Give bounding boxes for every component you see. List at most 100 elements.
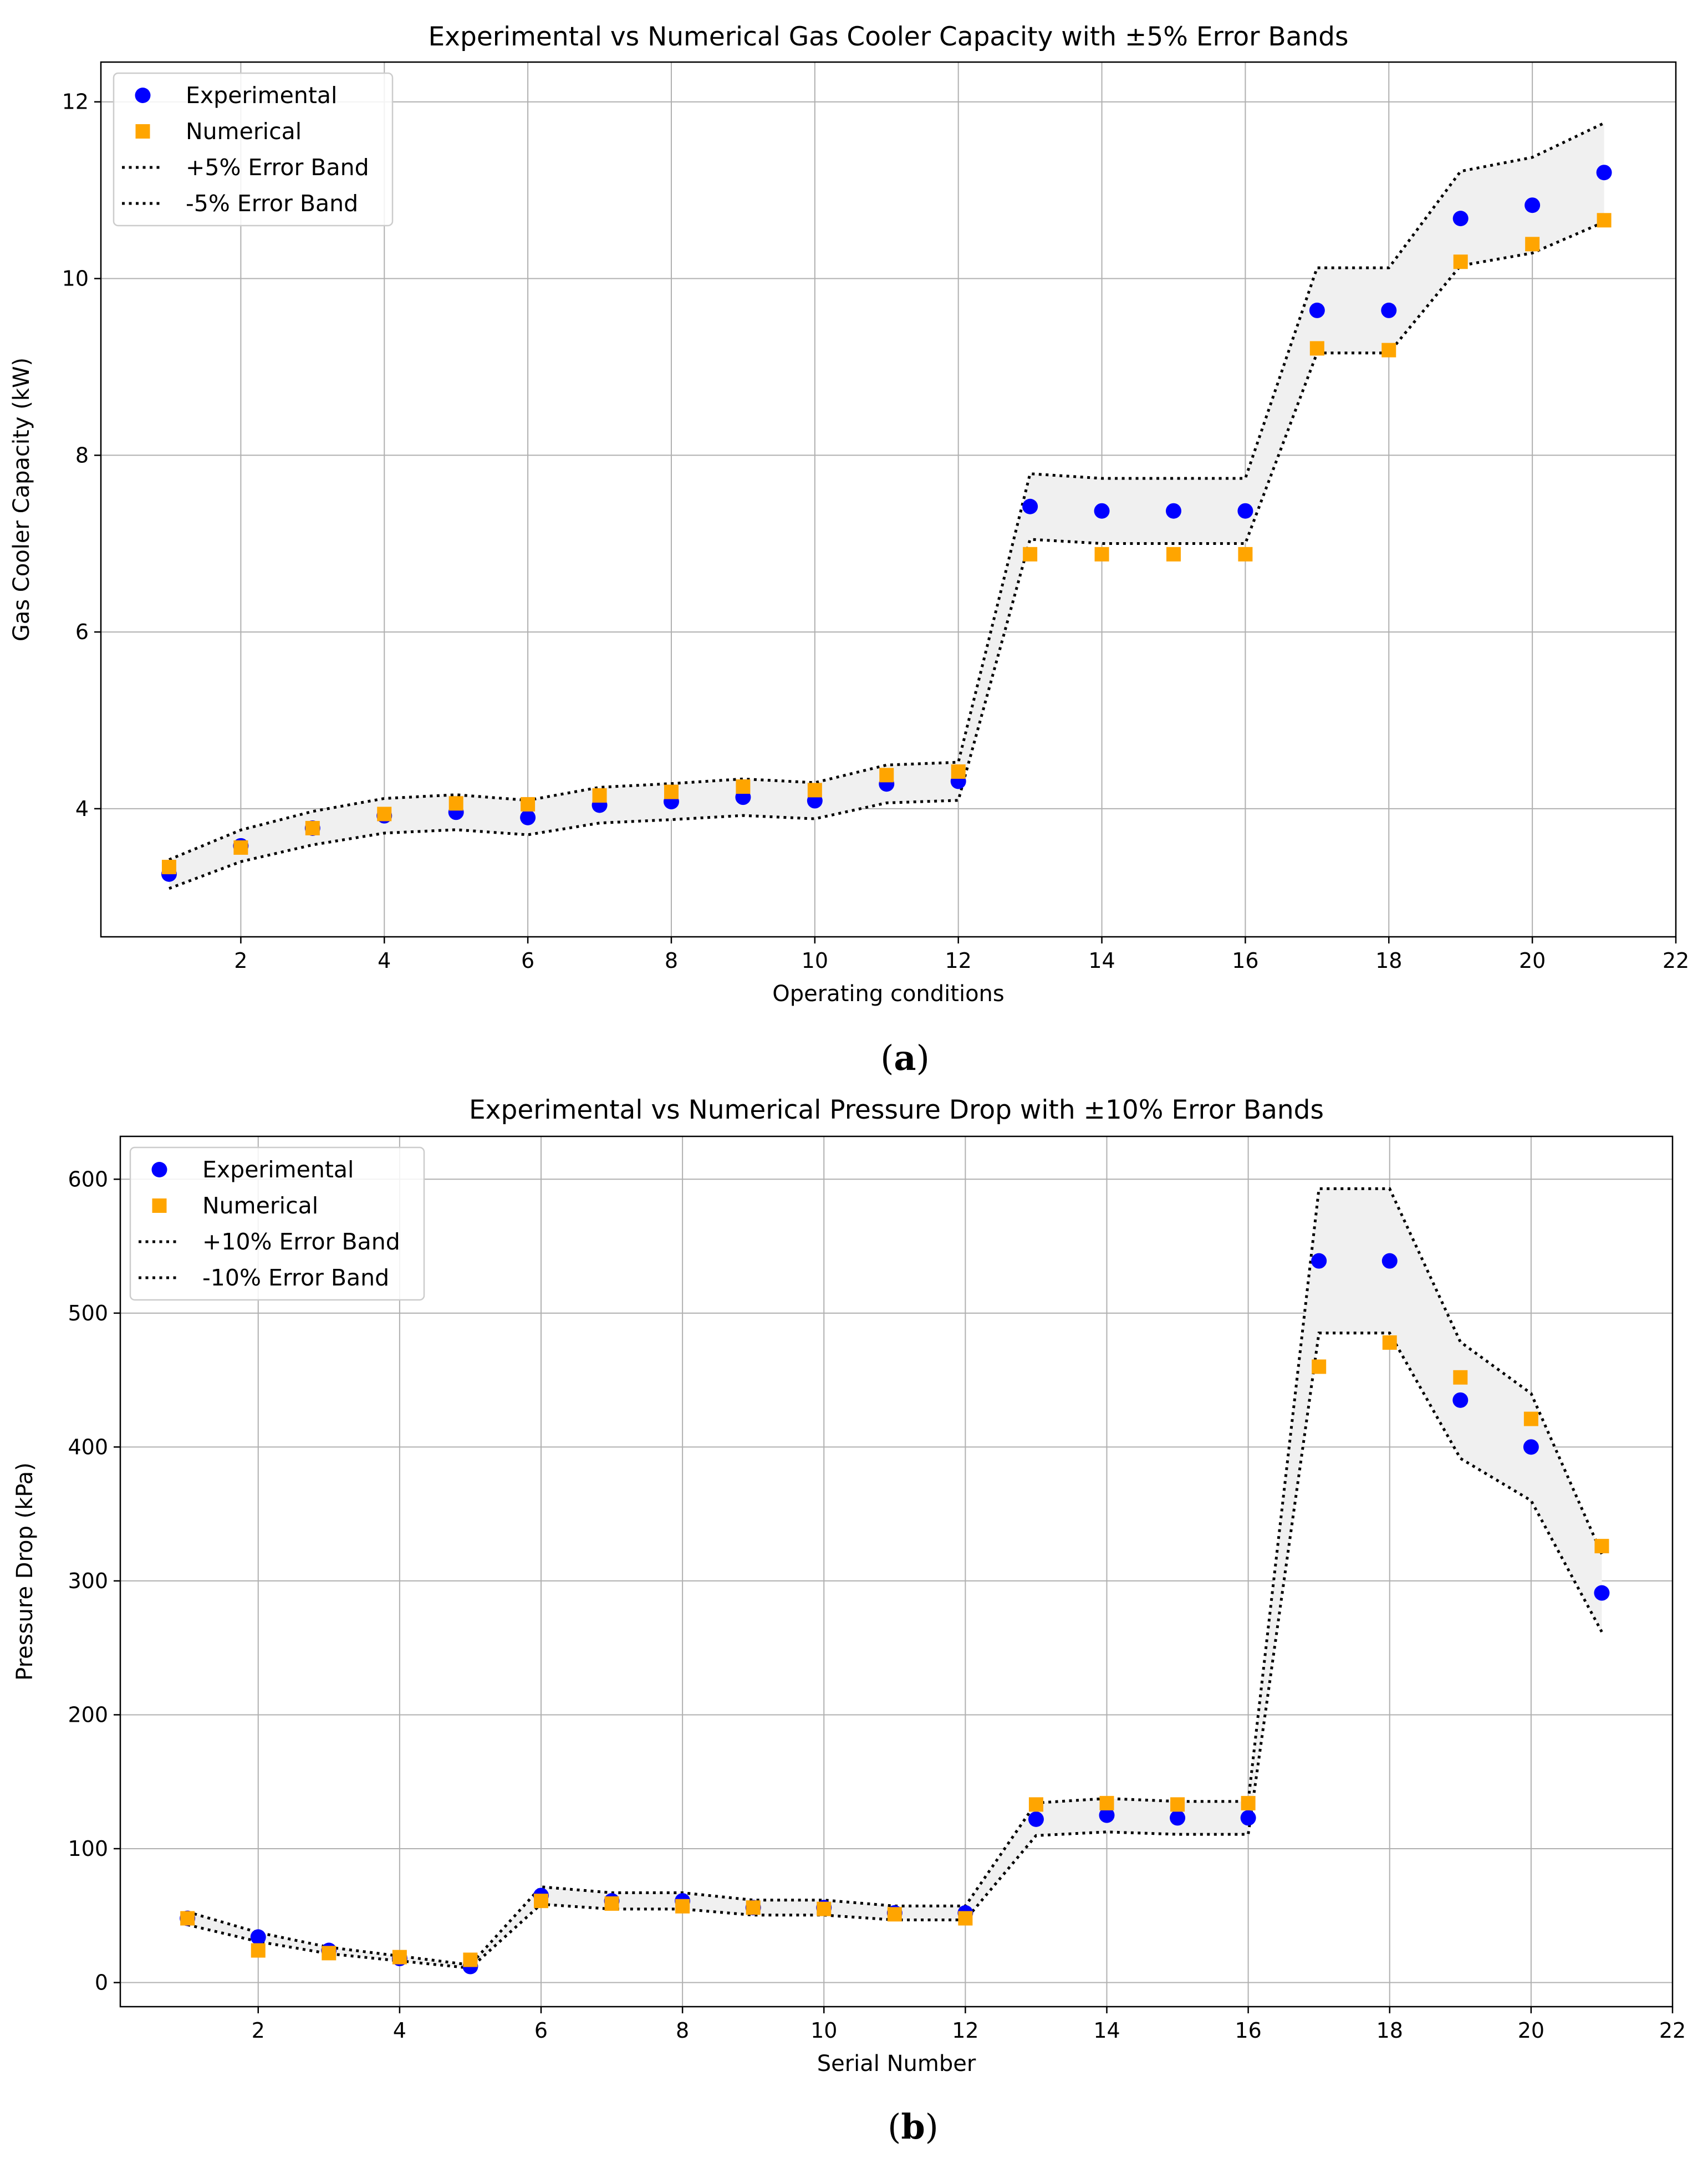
- panel-label: (b): [888, 2106, 939, 2147]
- numerical-point: [463, 1952, 478, 1967]
- x-tick-label: 12: [945, 948, 972, 973]
- legend-lower-band-label: -10% Error Band: [202, 1264, 389, 1291]
- numerical-point: [251, 1943, 266, 1958]
- numerical-point: [746, 1900, 761, 1915]
- experimental-point: [1165, 503, 1181, 519]
- numerical-point: [377, 807, 392, 822]
- experimental-point: [250, 1929, 266, 1945]
- numerical-point: [448, 796, 463, 811]
- experimental-point: [1028, 1811, 1044, 1827]
- experimental-point: [1523, 1439, 1539, 1455]
- legend-experimental-label: Experimental: [202, 1156, 354, 1183]
- experimental-point: [1381, 1253, 1398, 1269]
- numerical-point: [392, 1950, 407, 1965]
- numerical-point: [1523, 1411, 1538, 1426]
- y-tick-label: 400: [68, 1435, 108, 1459]
- x-tick-label: 10: [810, 2018, 837, 2043]
- y-tick-label: 300: [68, 1569, 108, 1593]
- numerical-point: [604, 1896, 619, 1911]
- experimental-point: [1237, 503, 1253, 519]
- x-tick-label: 20: [1518, 2018, 1544, 2043]
- legend-upper-band-label: +10% Error Band: [202, 1228, 400, 1255]
- x-tick-label: 18: [1375, 948, 1402, 973]
- numerical-point: [1312, 1359, 1327, 1374]
- x-tick-label: 2: [252, 2018, 265, 2043]
- numerical-point: [1381, 343, 1396, 358]
- numerical-point: [887, 1907, 902, 1922]
- error-band-group: [169, 121, 1605, 890]
- experimental-point: [1309, 302, 1325, 318]
- experimental-point: [1022, 498, 1038, 514]
- legend-box: [113, 72, 394, 227]
- series-experimental: [180, 1253, 1610, 1975]
- legend-lower-band-label: -5% Error Band: [186, 190, 358, 217]
- legend: Experimental Numerical +10% Error Band -10%…: [129, 1146, 425, 1301]
- numerical-point: [1241, 1795, 1256, 1810]
- y-tick-label: 600: [68, 1167, 108, 1191]
- axes-frame: [119, 1135, 1674, 2008]
- y-tick-label: 4: [75, 797, 89, 821]
- experimental-point: [1099, 1807, 1115, 1823]
- chart-panel-a: 2 4 6 8 10 12 14 16 18 20 22 4 6 8 10 12 Experimental vs…: [9, 22, 1689, 1078]
- x-tick-label: 22: [1659, 2018, 1686, 2043]
- numerical-point: [1028, 1797, 1043, 1812]
- x-tick-label: 14: [1093, 2018, 1120, 2043]
- x-axis-title: Serial Number: [817, 2051, 976, 2077]
- numerical-point: [1597, 213, 1612, 228]
- numerical-point: [521, 797, 536, 812]
- numerical-point: [958, 1911, 973, 1926]
- y-tick-label: 500: [68, 1301, 108, 1325]
- chart-panel-b: 2 4 6 8 10 12 14 16 18 20 22 0 100 200 300 400 500 600 Exp…: [12, 1095, 1686, 2147]
- numerical-point: [664, 784, 679, 799]
- legend-numerical-label: Numerical: [186, 118, 302, 145]
- numerical-point: [180, 1911, 195, 1926]
- legend-upper-band-label: +5% Error Band: [186, 154, 369, 181]
- numerical-point: [161, 860, 176, 875]
- x-tick-label: 16: [1235, 2018, 1261, 2043]
- numerical-point: [1023, 547, 1038, 562]
- x-tick-label: 6: [521, 948, 534, 973]
- experimental-point: [1381, 302, 1397, 318]
- numerical-point: [233, 840, 248, 855]
- y-tick-label: 8: [75, 443, 89, 467]
- tick-group: 2 4 6 8 10 12 14 16 18 20 22 4 6 8 10 12: [62, 90, 1690, 973]
- x-tick-label: 20: [1519, 948, 1546, 973]
- experimental-point: [1311, 1253, 1327, 1269]
- y-tick-label: 200: [68, 1702, 108, 1727]
- y-axis-title: Gas Cooler Capacity (kW): [9, 358, 34, 641]
- legend: Experimental Numerical +5% Error Band -5% E…: [113, 72, 394, 227]
- experimental-point: [1596, 165, 1612, 181]
- numerical-point: [533, 1894, 548, 1909]
- x-tick-label: 22: [1663, 948, 1689, 973]
- numerical-point: [322, 1946, 336, 1961]
- x-axis-title: Operating conditions: [772, 981, 1004, 1007]
- x-tick-label: 4: [393, 2018, 406, 2043]
- experimental-point: [1594, 1585, 1610, 1601]
- x-tick-label: 12: [952, 2018, 978, 2043]
- panel-label: (a): [880, 1038, 930, 1078]
- x-tick-label: 8: [676, 2018, 689, 2043]
- numerical-point: [807, 783, 822, 798]
- legend-experimental-marker: [135, 88, 151, 103]
- experimental-point: [1170, 1810, 1186, 1826]
- legend-numerical-marker: [152, 1198, 167, 1213]
- numerical-point: [1094, 547, 1109, 562]
- numerical-point: [817, 1901, 832, 1916]
- numerical-point: [1309, 341, 1324, 356]
- x-tick-label: 2: [234, 948, 247, 973]
- x-tick-label: 18: [1376, 2018, 1403, 2043]
- experimental-point: [1525, 197, 1541, 213]
- legend-experimental-marker: [151, 1162, 167, 1177]
- x-tick-label: 14: [1088, 948, 1115, 973]
- chart-title: Experimental vs Numerical Gas Cooler Cap…: [428, 22, 1348, 52]
- numerical-point: [1099, 1795, 1114, 1810]
- lower-error-band-line: [169, 221, 1605, 890]
- numerical-point: [1382, 1335, 1397, 1350]
- x-tick-label: 6: [534, 2018, 548, 2043]
- y-tick-label: 6: [75, 620, 89, 644]
- x-tick-label: 8: [665, 948, 678, 973]
- experimental-point: [1094, 503, 1110, 519]
- x-tick-label: 16: [1232, 948, 1258, 973]
- numerical-point: [1453, 1370, 1468, 1385]
- numerical-point: [879, 768, 894, 783]
